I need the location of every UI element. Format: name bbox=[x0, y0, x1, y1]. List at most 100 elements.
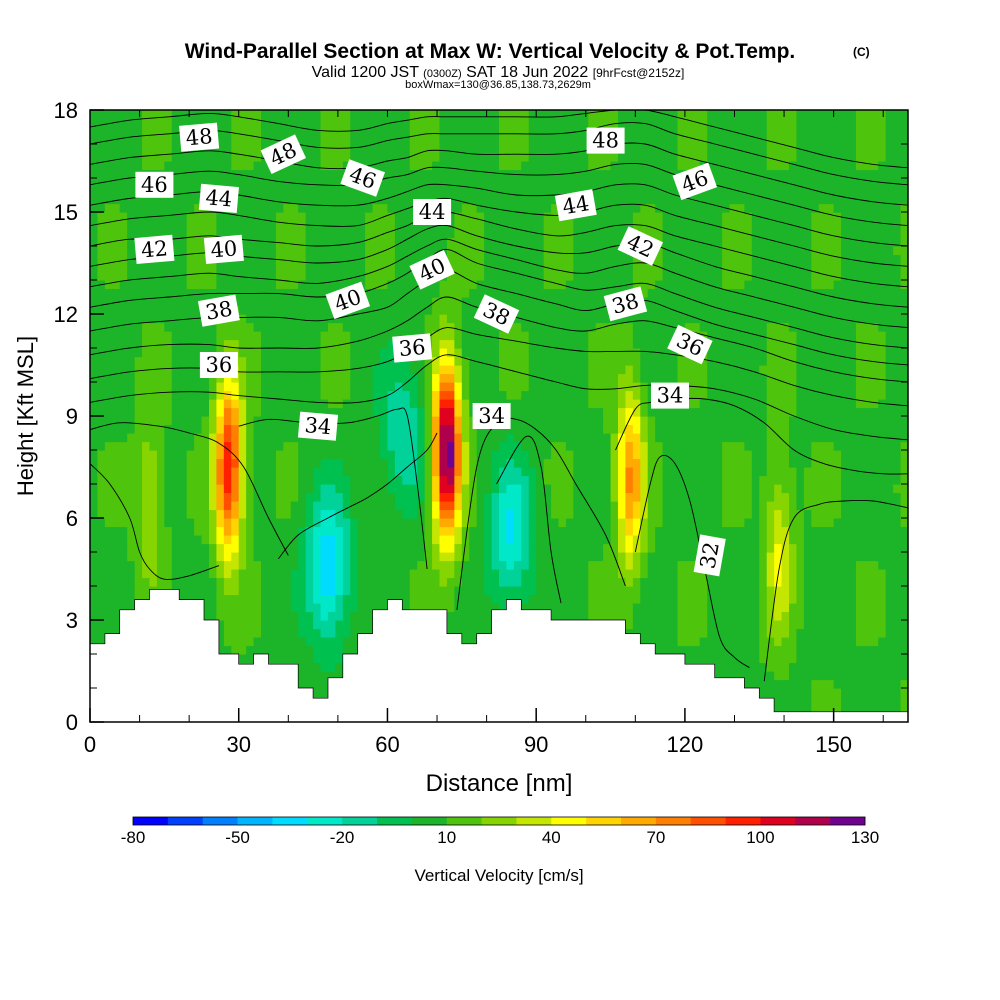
velocity-cell bbox=[171, 314, 180, 324]
velocity-cell bbox=[246, 373, 255, 383]
velocity-cell bbox=[97, 484, 106, 494]
velocity-cell bbox=[156, 382, 165, 392]
velocity-cell bbox=[432, 399, 441, 409]
velocity-cell bbox=[261, 518, 270, 528]
velocity-cell bbox=[461, 152, 470, 162]
velocity-cell bbox=[409, 246, 418, 256]
velocity-cell bbox=[357, 458, 366, 468]
velocity-cell bbox=[261, 118, 270, 128]
velocity-cell bbox=[417, 458, 426, 468]
velocity-cell bbox=[521, 399, 530, 409]
velocity-cell bbox=[156, 509, 165, 519]
velocity-cell bbox=[238, 603, 247, 613]
velocity-cell bbox=[513, 543, 522, 553]
velocity-cell bbox=[335, 373, 344, 383]
velocity-cell bbox=[275, 475, 284, 485]
velocity-cell bbox=[551, 382, 560, 392]
velocity-cell bbox=[350, 518, 359, 528]
velocity-cell bbox=[365, 263, 374, 273]
velocity-cell bbox=[134, 594, 143, 604]
velocity-cell bbox=[127, 552, 136, 562]
velocity-cell bbox=[446, 144, 455, 154]
velocity-cell bbox=[461, 594, 470, 604]
velocity-cell bbox=[305, 637, 314, 647]
velocity-cell bbox=[402, 509, 411, 519]
velocity-cell bbox=[268, 127, 277, 137]
velocity-cell bbox=[268, 594, 277, 604]
velocity-cell bbox=[409, 365, 418, 375]
velocity-cell bbox=[298, 662, 307, 672]
velocity-cell bbox=[223, 339, 232, 349]
velocity-cell bbox=[402, 365, 411, 375]
velocity-cell bbox=[298, 458, 307, 468]
velocity-cell bbox=[112, 322, 121, 332]
velocity-cell bbox=[283, 220, 292, 230]
velocity-cell bbox=[253, 611, 262, 621]
velocity-cell bbox=[149, 560, 158, 570]
velocity-cell bbox=[149, 526, 158, 536]
velocity-cell bbox=[335, 450, 344, 460]
velocity-cell bbox=[223, 161, 232, 171]
velocity-cell bbox=[90, 577, 99, 587]
velocity-cell bbox=[528, 382, 537, 392]
velocity-cell bbox=[402, 186, 411, 196]
velocity-cell bbox=[313, 339, 322, 349]
velocity-cell bbox=[186, 424, 195, 434]
velocity-cell bbox=[164, 526, 173, 536]
velocity-cell bbox=[513, 331, 522, 341]
velocity-cell bbox=[171, 127, 180, 137]
velocity-cell bbox=[342, 118, 351, 128]
velocity-cell bbox=[320, 373, 329, 383]
velocity-cell bbox=[216, 645, 225, 655]
velocity-cell bbox=[350, 569, 359, 579]
velocity-cell bbox=[127, 271, 136, 281]
velocity-cell bbox=[253, 356, 262, 366]
velocity-cell bbox=[543, 382, 552, 392]
velocity-cell bbox=[112, 526, 121, 536]
velocity-cell bbox=[179, 110, 188, 120]
velocity-cell bbox=[521, 152, 530, 162]
velocity-cell bbox=[283, 475, 292, 485]
velocity-cell bbox=[543, 220, 552, 230]
velocity-cell bbox=[194, 518, 203, 528]
velocity-cell bbox=[342, 271, 351, 281]
velocity-cell bbox=[394, 407, 403, 417]
velocity-cell bbox=[372, 552, 381, 562]
velocity-cell bbox=[543, 229, 552, 239]
velocity-cell bbox=[179, 152, 188, 162]
velocity-cell bbox=[461, 212, 470, 222]
velocity-cell bbox=[231, 620, 240, 630]
velocity-cell bbox=[521, 577, 530, 587]
velocity-cell bbox=[372, 594, 381, 604]
velocity-cell bbox=[149, 229, 158, 239]
velocity-cell bbox=[454, 305, 463, 315]
velocity-cell bbox=[216, 178, 225, 188]
velocity-cell bbox=[320, 603, 329, 613]
velocity-cell bbox=[387, 492, 396, 502]
velocity-cell bbox=[558, 271, 567, 281]
velocity-cell bbox=[380, 382, 389, 392]
velocity-cell bbox=[454, 288, 463, 298]
velocity-cell bbox=[149, 518, 158, 528]
velocity-cell bbox=[528, 552, 537, 562]
velocity-cell bbox=[491, 118, 500, 128]
velocity-cell bbox=[565, 178, 574, 188]
velocity-cell bbox=[402, 501, 411, 511]
velocity-cell bbox=[558, 373, 567, 383]
velocity-cell bbox=[320, 518, 329, 528]
velocity-cell bbox=[298, 552, 307, 562]
velocity-cell bbox=[365, 246, 374, 256]
velocity-cell bbox=[112, 246, 121, 256]
velocity-cell bbox=[223, 144, 232, 154]
velocity-cell bbox=[290, 110, 299, 120]
velocity-cell bbox=[565, 339, 574, 349]
velocity-cell bbox=[305, 254, 314, 264]
velocity-cell bbox=[246, 356, 255, 366]
velocity-cell bbox=[201, 526, 210, 536]
velocity-cell bbox=[565, 263, 574, 273]
velocity-cell bbox=[238, 518, 247, 528]
velocity-cell bbox=[446, 433, 455, 443]
velocity-cell bbox=[194, 152, 203, 162]
velocity-cell bbox=[506, 152, 515, 162]
velocity-cell bbox=[499, 535, 508, 545]
